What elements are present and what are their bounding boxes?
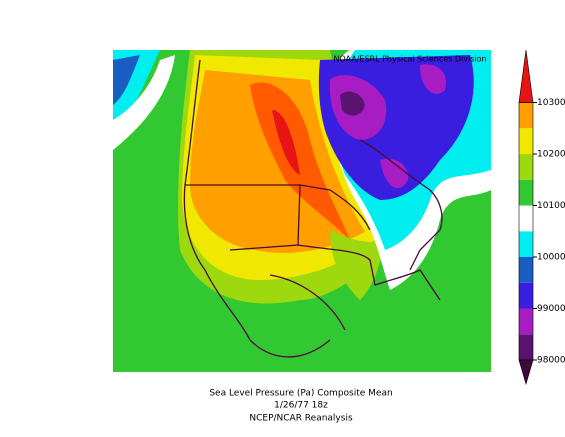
- colorbar-band: [519, 257, 533, 283]
- colorbar-tick-label: 99000: [537, 304, 565, 314]
- colorbar-tick-label: 101000: [537, 201, 565, 211]
- colorbar-tick-label: 100000: [537, 253, 565, 263]
- colorbar-tick-label: 103000: [537, 98, 565, 108]
- colorbar: 98000 99000 100000 101000 102000 103000: [518, 49, 565, 386]
- map-date: 1/26/77 18z: [274, 401, 328, 411]
- colorbar-band: [519, 334, 533, 360]
- map: [113, 50, 491, 372]
- colorbar-band: [519, 102, 533, 129]
- credit-label: NOAA/ESRL Physical Sciences Division: [333, 55, 486, 64]
- colorbar-band: [519, 231, 533, 257]
- colorbar-band: [519, 282, 533, 309]
- colorbar-tick-label: 102000: [537, 150, 565, 160]
- colorbar-band: [519, 308, 533, 335]
- colorbar-band: [519, 154, 533, 180]
- colorbar-frame: [518, 102, 534, 361]
- colorbar-band: [519, 128, 533, 154]
- map-title: Sea Level Pressure (Pa) Composite Mean: [209, 389, 392, 399]
- colorbar-over: [518, 49, 534, 103]
- colorbar-band: [519, 179, 533, 206]
- colorbar-tick-label: 98000: [537, 356, 565, 366]
- map-source: NCEP/NCAR Reanalysis: [249, 414, 353, 424]
- colorbar-under: [518, 359, 534, 386]
- colorbar-band: [519, 205, 533, 232]
